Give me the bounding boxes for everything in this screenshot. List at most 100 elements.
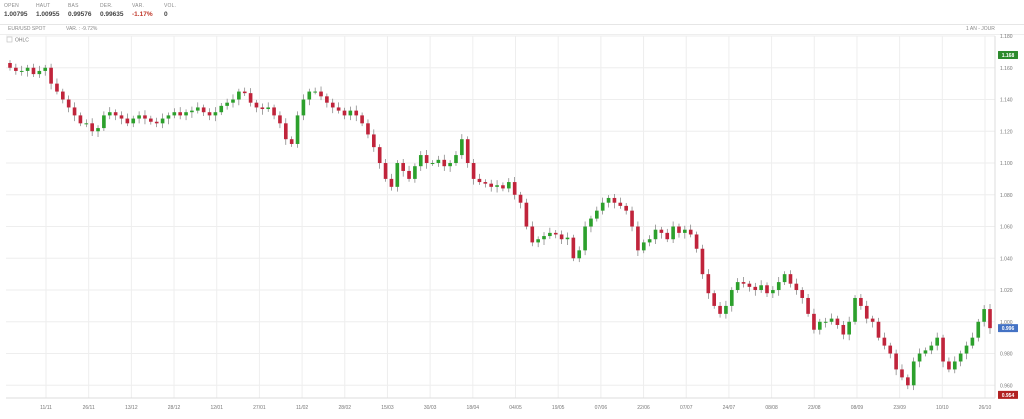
candle [49,63,53,90]
candle-body [254,102,259,108]
candle-body [512,182,517,195]
x-tick-label: 08/09 [851,405,864,411]
candle [131,115,136,128]
candle-body [864,305,869,319]
candle [43,64,48,76]
x-tick-label: 04/05 [509,405,522,411]
candle [143,110,147,125]
y-tick-label: 1.000 [1000,320,1013,326]
candle [272,104,276,120]
candle [958,350,963,367]
candle-body [923,350,928,354]
candle [771,286,775,298]
x-tick-label: 26/10 [979,405,992,411]
stat-high: HAUT 1.00955 [36,3,60,19]
candle [190,106,194,118]
candle [278,111,282,129]
candle [448,160,452,172]
ohlc-toggle[interactable]: OHLC [6,36,29,44]
y-tick-label: 1.040 [1000,256,1013,262]
stat-value: 0.99576 [68,11,92,18]
candle-body [906,377,910,386]
candle [430,160,435,166]
candle [313,87,317,95]
candle [319,86,323,101]
candle-body [536,239,540,243]
candle [706,269,711,299]
candle [125,113,130,127]
candle-body [477,178,482,183]
y-axis: 1.180 1.160 1.140 1.120 1.100 1.080 1.060 1.040… [994,34,1013,398]
candle-body [289,139,294,144]
x-tick-label: 11/11 [40,405,52,411]
candle-body [671,226,675,240]
candle [952,356,957,374]
candle-body [66,99,71,108]
candle [624,203,628,215]
candle-body [964,345,969,354]
candle-body [389,178,394,187]
ohlc-checkbox[interactable] [6,36,13,43]
candle-body [952,361,957,370]
candle [929,341,934,355]
x-tick-label: 24/07 [723,405,736,411]
x-axis: 11/11 26/11 13/12 28/12 12/01 27/01 11/02 28/02… [6,397,995,411]
candle-body [929,345,934,351]
candle-body [160,118,165,124]
candle-body [90,123,94,132]
candle-body [143,115,147,119]
candle-body [747,283,752,287]
candle-body [354,110,359,116]
candle-body [489,183,494,187]
candle [195,102,200,114]
candle [759,280,763,293]
chart-header: EUR/USD SPOT VAR. : -9.72% 1 AN - JOUR [0,25,1024,35]
candle-body [307,91,312,100]
candle [683,225,687,239]
x-tick-label: 27/01 [253,405,266,411]
candle [847,316,851,341]
candle [788,270,793,288]
candle-body [647,239,652,243]
candle-body [729,290,734,306]
candle-body [84,123,89,125]
candle-body [882,337,887,346]
candle-body [812,313,816,330]
period-selector[interactable]: 1 AN - JOUR [966,26,995,32]
y-tick-label: 1.180 [1000,34,1013,40]
candle [37,65,42,78]
candle [900,364,904,381]
candle-body [700,248,705,275]
price-tags: 1.168 0.996 0.954 [998,51,1018,399]
ohlc-label: OHLC [15,38,29,44]
candle [336,102,341,114]
candle [559,230,564,244]
candle [512,176,517,200]
candle-body [436,159,441,164]
candle [911,357,916,391]
candle-body [272,107,276,116]
stat-label: OPEN [4,3,19,9]
candle [506,178,511,193]
candle [84,119,89,128]
x-tick-label: 26/11 [83,405,95,411]
candle-body [149,118,153,122]
y-tick-label: 1.100 [1000,161,1013,167]
x-tick-label: 23/09 [893,405,906,411]
candle [794,278,799,295]
candle [366,119,370,139]
candle-body [829,318,834,322]
candle [418,151,423,171]
candle [665,228,670,243]
candle-body [935,337,940,346]
candle [982,305,986,327]
candle [595,206,599,222]
candle [31,63,36,77]
candle-body [107,112,112,116]
candle-body [360,115,364,124]
candle [729,287,734,312]
candle-body [119,115,124,119]
candle-body [342,110,347,116]
stat-value: 1.00795 [4,11,28,18]
